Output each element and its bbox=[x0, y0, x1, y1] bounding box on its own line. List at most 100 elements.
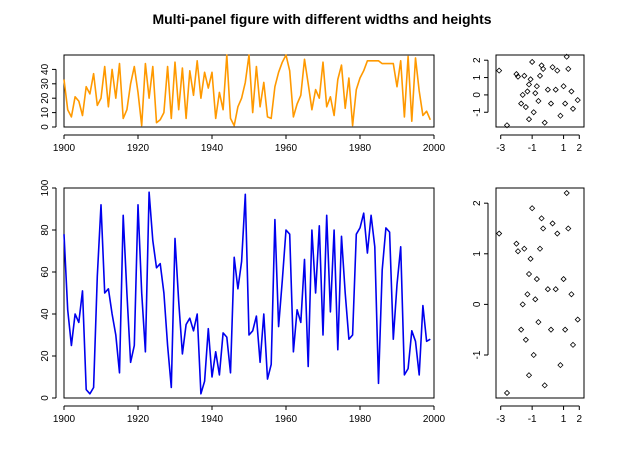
x-tick-label: 1940 bbox=[201, 143, 224, 154]
scatter-point bbox=[549, 220, 556, 227]
scatter-point bbox=[532, 90, 539, 97]
panel-bottom-line: 1900 1920 1940 1960 1980 2000 0 20 40 60 80 100 bbox=[40, 179, 446, 425]
scatter-point bbox=[524, 88, 531, 95]
scatter-point bbox=[535, 97, 542, 105]
plot-frame bbox=[495, 187, 585, 399]
y-tick-label: 0 bbox=[40, 395, 51, 401]
scatter-point bbox=[527, 255, 534, 262]
scatter-point bbox=[524, 291, 531, 298]
x-tick-label: 1960 bbox=[275, 414, 298, 425]
x-tick-label: 1960 bbox=[275, 143, 298, 154]
y-tick-label: 2 bbox=[472, 200, 483, 206]
scatter-point bbox=[518, 100, 525, 107]
x-tick-label: 1940 bbox=[201, 414, 224, 425]
y-tick-label: 0 bbox=[472, 92, 483, 98]
y-tick-label: 60 bbox=[40, 266, 51, 278]
scatter-point bbox=[563, 189, 570, 197]
scatter-point bbox=[557, 112, 564, 119]
y-tick-label: 20 bbox=[40, 350, 51, 362]
x-tick-label: 1920 bbox=[127, 143, 150, 154]
scatter-point bbox=[560, 276, 567, 283]
plot-frame bbox=[63, 187, 435, 399]
x-tick-label: 2 bbox=[577, 414, 583, 425]
x-tick-label: -1 bbox=[528, 143, 537, 154]
y-tick-label: 10 bbox=[40, 107, 51, 119]
x-tick-label: -3 bbox=[496, 414, 505, 425]
scatter-point bbox=[533, 83, 540, 90]
scatter-point bbox=[540, 65, 547, 72]
scatter-point bbox=[536, 245, 544, 252]
scatter-point bbox=[496, 67, 503, 74]
scatter-point bbox=[569, 341, 577, 348]
y-tick-label: 100 bbox=[40, 179, 51, 196]
scatter-point bbox=[529, 58, 536, 66]
y-tick-label: 1 bbox=[472, 74, 483, 80]
scatter-point bbox=[562, 100, 569, 107]
scatter-point bbox=[554, 230, 561, 237]
scatter-point bbox=[503, 122, 511, 129]
y-tick-label: 80 bbox=[40, 224, 51, 236]
x-tick-label: 2 bbox=[577, 143, 583, 154]
scatter-point bbox=[538, 215, 545, 222]
scatter-point bbox=[519, 91, 526, 98]
scatter-point bbox=[574, 97, 581, 104]
scatter-point bbox=[547, 326, 555, 333]
scatter-point bbox=[552, 286, 559, 293]
x-tick-label: 1900 bbox=[53, 143, 76, 154]
scatter-point bbox=[521, 72, 528, 79]
y-tick-label: 30 bbox=[40, 78, 51, 90]
y-tick-label: -1 bbox=[472, 350, 483, 359]
scatter-point bbox=[538, 62, 545, 69]
scatter-point bbox=[540, 225, 547, 232]
scatter-point bbox=[557, 362, 564, 369]
scatter-point bbox=[554, 67, 561, 74]
y-tick-label: 20 bbox=[40, 92, 51, 104]
scatter-point bbox=[519, 301, 526, 308]
y-tick-label: 40 bbox=[40, 308, 51, 320]
y-tick-label: -1 bbox=[472, 107, 483, 116]
scatter-point bbox=[525, 116, 533, 123]
scatter-point bbox=[522, 103, 529, 111]
scatter-point bbox=[514, 73, 522, 80]
scatter-point bbox=[565, 225, 572, 232]
y-tick-label: 40 bbox=[40, 63, 51, 75]
y-tick-label: 0 bbox=[472, 301, 483, 307]
x-tick-label: 1920 bbox=[127, 414, 150, 425]
scatter-point bbox=[513, 240, 520, 247]
scatter-point bbox=[503, 389, 511, 397]
scatter-point bbox=[530, 109, 537, 116]
scatter-point bbox=[569, 105, 577, 112]
scatter-point bbox=[521, 245, 528, 252]
scatter-point bbox=[513, 71, 520, 78]
x-tick-label: 1 bbox=[561, 143, 567, 154]
scatter-point bbox=[530, 351, 537, 359]
scatter-point bbox=[565, 65, 572, 72]
scatter-point bbox=[568, 291, 575, 298]
scatter-point bbox=[562, 326, 569, 333]
scatter-point bbox=[532, 296, 539, 303]
scatter-point bbox=[541, 119, 548, 126]
scatter-point bbox=[527, 76, 534, 83]
scatter-point bbox=[544, 86, 551, 93]
scatter-point bbox=[568, 88, 575, 95]
y-tick-label: 0 bbox=[40, 124, 51, 130]
scatter-point bbox=[552, 86, 559, 93]
x-tick-label: 1980 bbox=[349, 143, 372, 154]
series-line bbox=[63, 54, 432, 127]
x-tick-label: 2000 bbox=[423, 414, 446, 425]
scatter-point bbox=[496, 230, 503, 237]
scatter-point bbox=[522, 336, 529, 343]
plot-frame bbox=[495, 54, 585, 128]
scatter-point bbox=[547, 100, 555, 107]
scatter-point bbox=[525, 270, 533, 278]
scatter-point bbox=[536, 72, 544, 79]
series-line bbox=[63, 191, 431, 395]
scatter-point bbox=[529, 205, 536, 212]
y-tick-label: 1 bbox=[472, 251, 483, 257]
scatter-point bbox=[518, 326, 525, 333]
x-tick-label: 2000 bbox=[423, 143, 446, 154]
scatter-point bbox=[533, 276, 540, 283]
x-tick-label: 1900 bbox=[53, 414, 76, 425]
